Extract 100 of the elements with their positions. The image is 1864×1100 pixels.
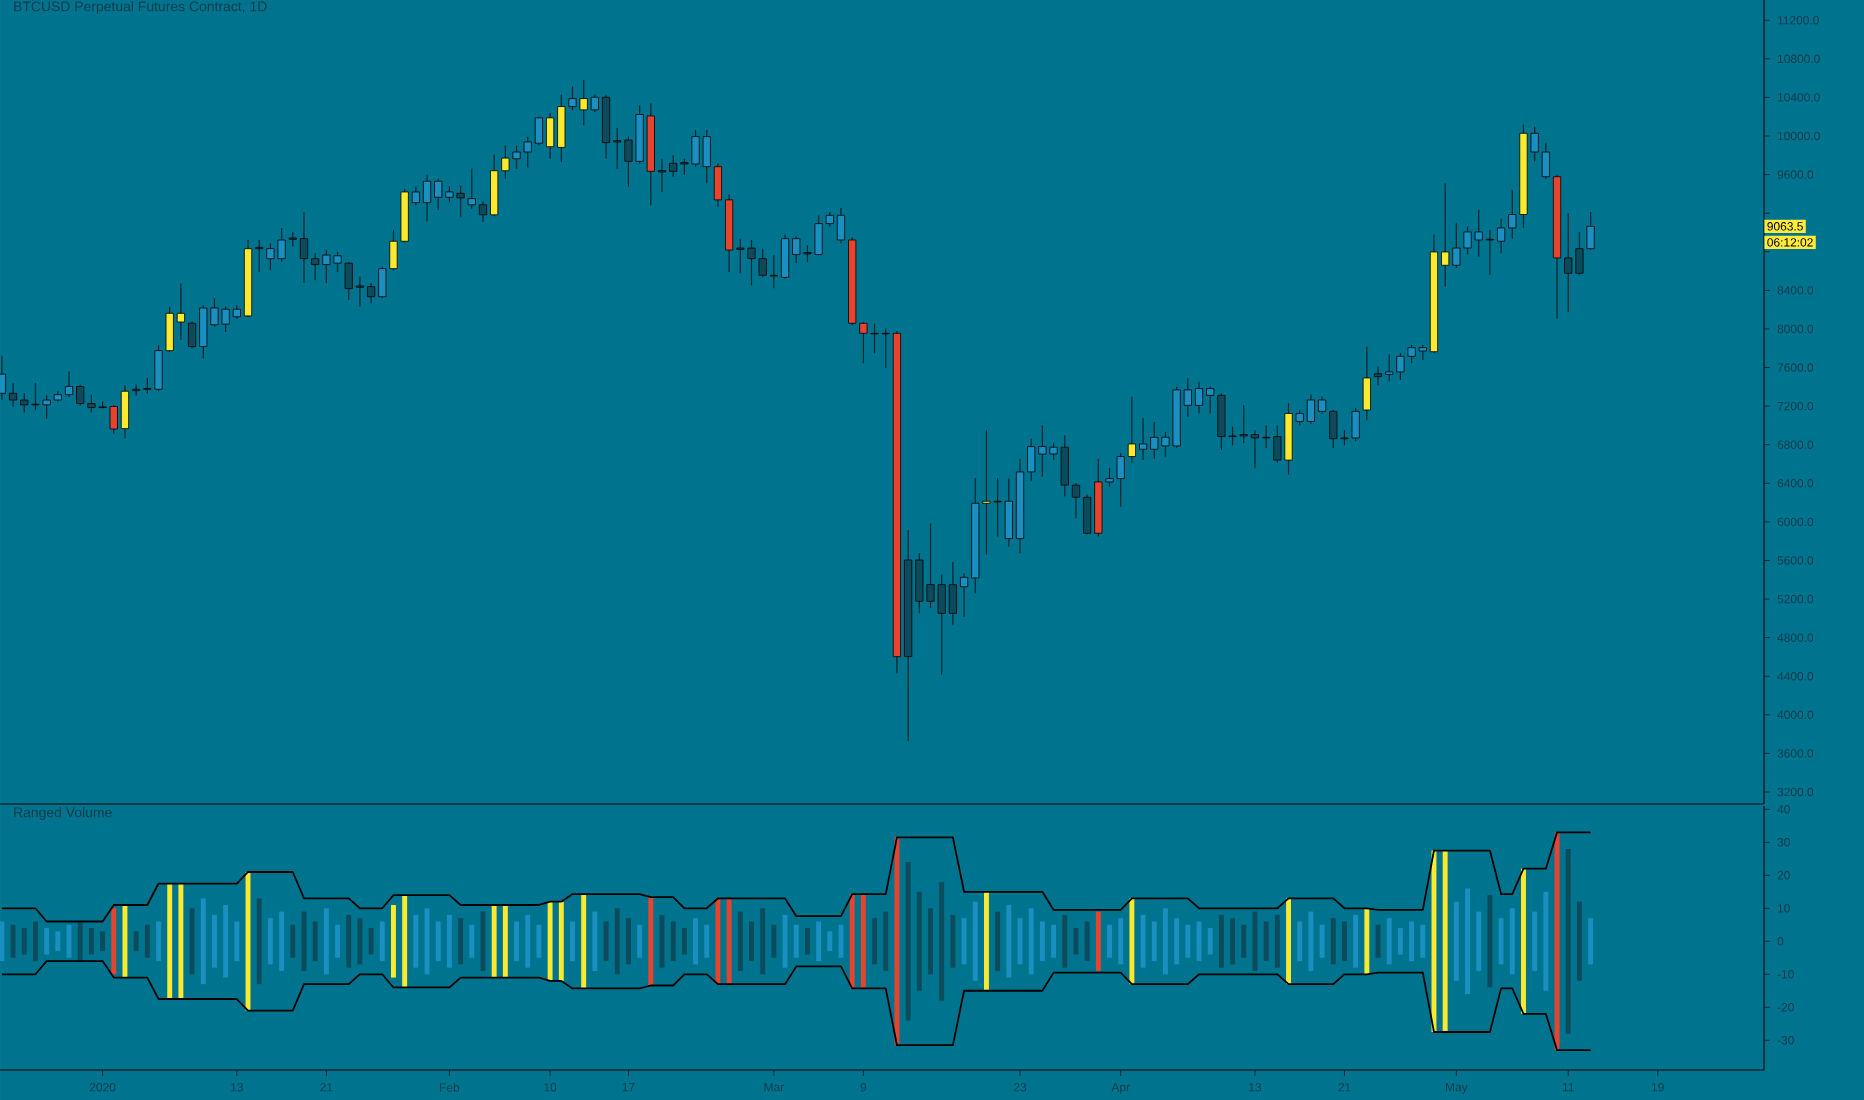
bar: [827, 931, 833, 952]
bar: [737, 911, 743, 971]
bar: [368, 928, 374, 955]
bar: [133, 931, 139, 952]
bar: [793, 924, 799, 958]
bar: [1476, 911, 1482, 971]
bar: [614, 908, 620, 975]
bar: [558, 901, 564, 981]
bar: [1465, 888, 1470, 995]
bar: [1207, 928, 1213, 955]
bar: [1263, 921, 1269, 962]
bar: [782, 914, 788, 968]
bar: [637, 924, 643, 958]
bar: [961, 918, 967, 965]
bar: [55, 931, 61, 952]
bar: [704, 924, 710, 958]
bar: [883, 911, 889, 971]
bar: [1576, 901, 1582, 981]
bar: [514, 921, 520, 962]
bar: [0, 921, 5, 962]
bar: [1140, 914, 1146, 968]
bar: [726, 898, 732, 985]
bar: [111, 908, 117, 975]
bar: [323, 908, 329, 975]
bar: [379, 921, 385, 962]
bar: [872, 918, 878, 965]
bar: [1297, 921, 1303, 962]
bar: [1453, 901, 1459, 981]
bar: [357, 918, 363, 965]
bar: [1051, 924, 1057, 958]
bar: [648, 897, 654, 986]
bar: [1062, 914, 1068, 968]
bar: [469, 924, 475, 958]
bar: [1129, 898, 1135, 985]
bar: [1532, 911, 1538, 971]
bar: [1230, 918, 1236, 965]
bar: [44, 928, 50, 955]
bar: [525, 914, 531, 968]
bar: [1409, 921, 1415, 962]
bar: [760, 908, 766, 975]
bar: [1185, 924, 1191, 958]
bar: [1521, 868, 1526, 1014]
bar: [1107, 924, 1112, 958]
bar: [446, 914, 452, 968]
bar: [939, 881, 945, 1001]
bar: [458, 918, 464, 965]
bar: [1319, 924, 1325, 958]
bar: [10, 924, 16, 958]
bar: [156, 921, 161, 962]
bar: [972, 901, 978, 981]
bar: [122, 904, 128, 978]
bar: [1252, 911, 1258, 971]
bar: [804, 928, 810, 955]
bar: [1364, 908, 1370, 975]
bar: [1420, 924, 1426, 958]
bar: [592, 911, 598, 971]
bar: [1286, 898, 1291, 985]
bar: [491, 904, 497, 978]
bar: [570, 921, 575, 962]
bar: [502, 904, 508, 978]
bar: [200, 898, 206, 985]
bar: [88, 928, 94, 955]
bar: [1073, 928, 1079, 955]
bar: [916, 891, 922, 991]
bar: [290, 924, 296, 958]
bar: [189, 908, 195, 975]
bar: [178, 883, 184, 1000]
bar: [167, 883, 173, 1000]
bar: [715, 898, 721, 985]
bar: [581, 894, 587, 989]
bar: [100, 931, 106, 952]
bar: [1386, 918, 1392, 965]
bar: [1163, 908, 1168, 975]
bar: [1509, 908, 1515, 975]
bar: [1006, 904, 1012, 978]
bar: [1330, 918, 1336, 965]
bar: [1554, 832, 1560, 1051]
bar: [536, 924, 542, 958]
bar: [625, 918, 631, 965]
bar: [849, 894, 855, 989]
bar: [21, 928, 27, 955]
bar: [77, 921, 83, 962]
bar: [816, 921, 822, 962]
bar: [1498, 918, 1504, 965]
bar: [234, 921, 240, 962]
bar: [312, 921, 318, 962]
bar: [267, 918, 273, 965]
bar: [995, 911, 1001, 971]
bar: [693, 918, 699, 965]
bar: [223, 904, 229, 978]
candlestick: [1362, 345, 1371, 421]
bar: [1095, 911, 1101, 971]
bar: [1342, 921, 1347, 962]
bar: [983, 891, 989, 991]
bar: [1174, 918, 1180, 965]
bar: [905, 862, 911, 1021]
bar: [928, 908, 933, 975]
bar: [1353, 914, 1359, 968]
bar: [603, 921, 609, 962]
bar: [402, 895, 408, 988]
